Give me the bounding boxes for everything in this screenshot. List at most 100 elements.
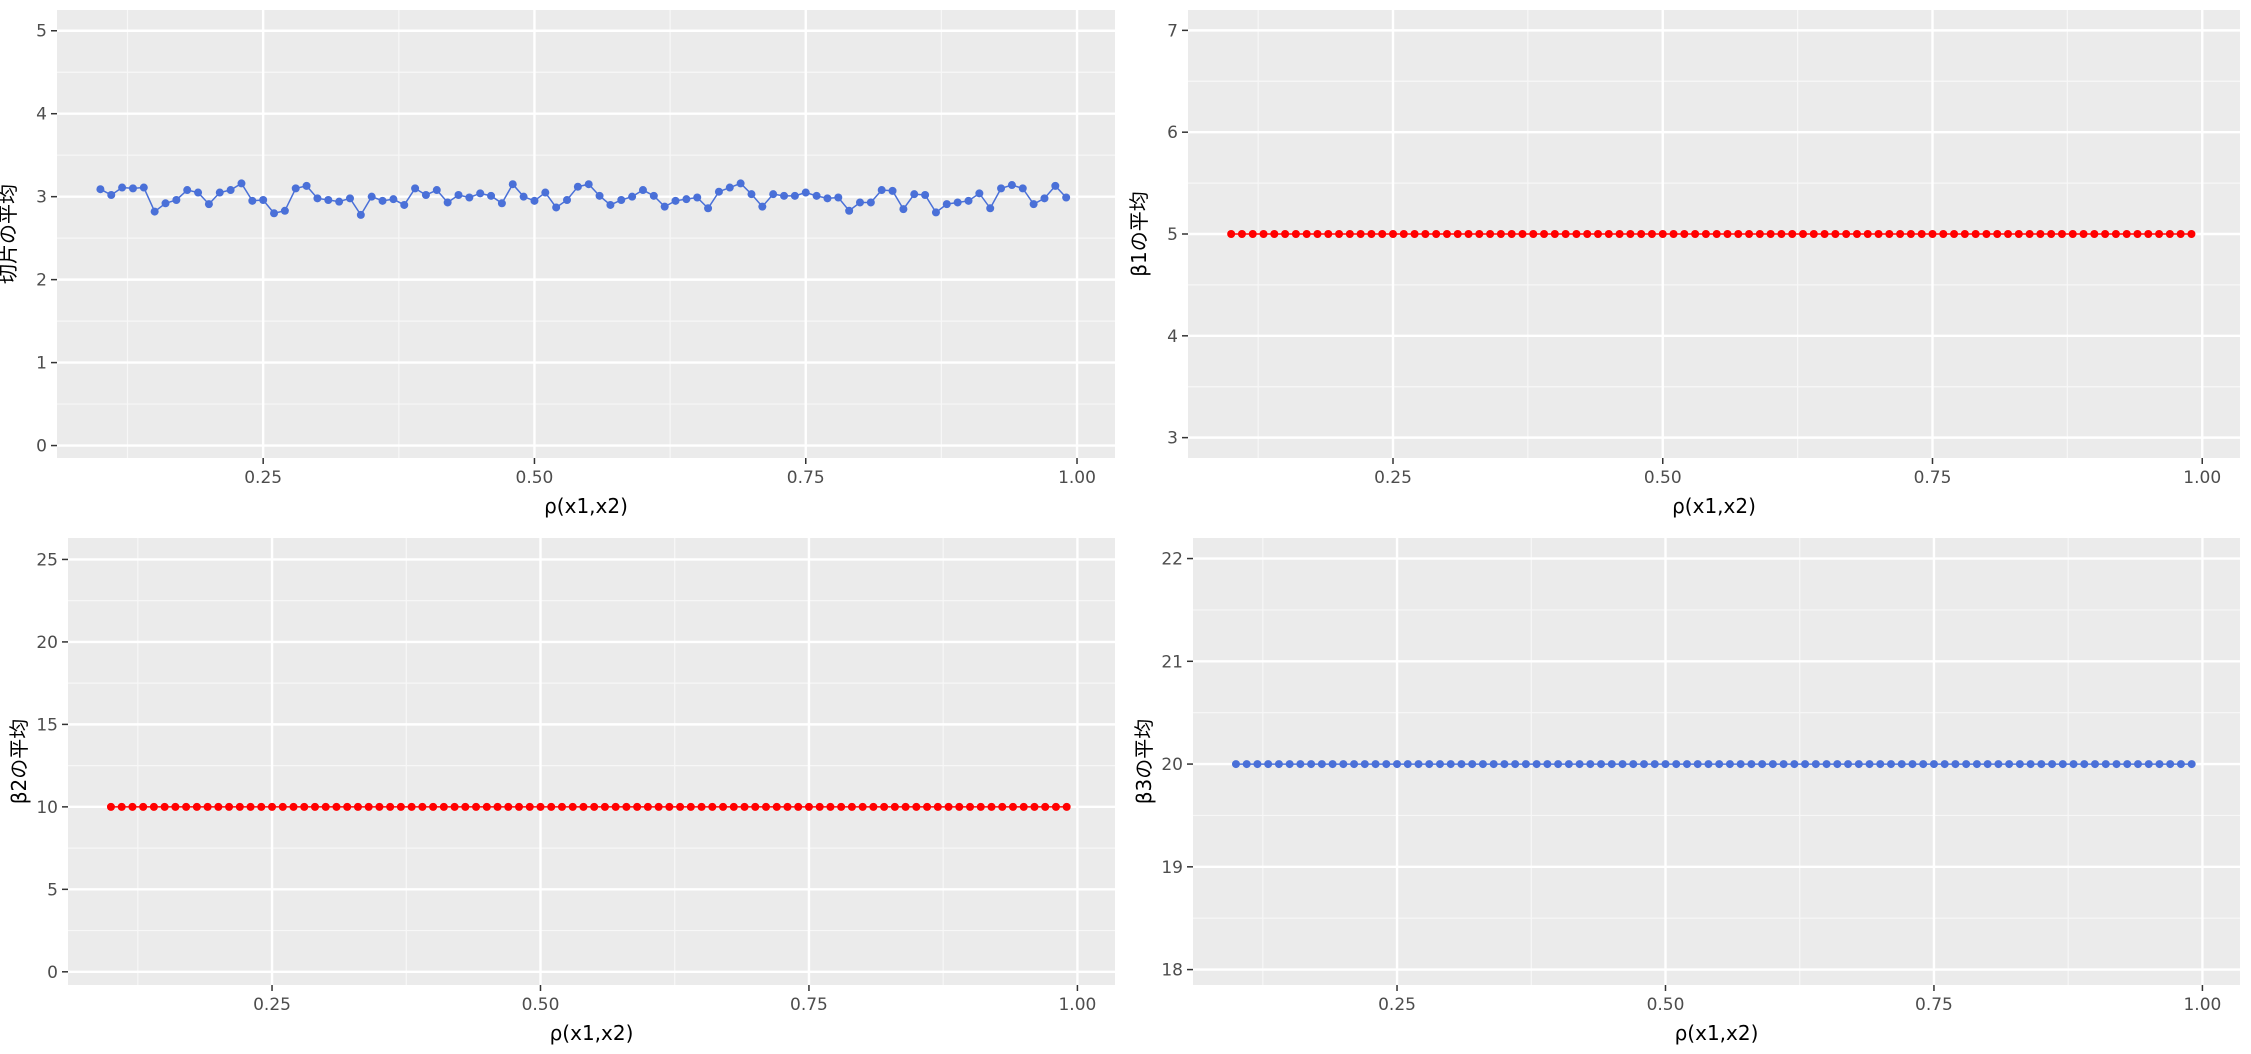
data-point [1691, 230, 1700, 238]
data-point [1030, 802, 1039, 811]
data-point [2155, 760, 2164, 769]
data-point [557, 802, 566, 811]
data-point [1529, 230, 1538, 238]
data-point [225, 802, 234, 811]
data-point [1371, 760, 1380, 769]
data-point [378, 196, 387, 205]
chart-panel-4: 0.25 0.50 0.75 1.00 18 19 20 21 22 ρ(x1,x2) β3の平均 [1132, 538, 2240, 1045]
data-point [1248, 230, 1257, 238]
data-point [450, 802, 459, 811]
x-tick-label: 1.00 [2183, 468, 2221, 488]
chart-panel-1: 0.25 0.50 0.75 1.00 0 1 2 3 4 5 ρ(x1,x2) 切片の平均 [0, 10, 1115, 518]
data-point [826, 802, 835, 811]
data-point [2058, 760, 2067, 769]
data-point [1421, 230, 1430, 238]
data-point [1302, 230, 1311, 238]
data-point [1051, 181, 1060, 190]
x-axis-title: ρ(x1,x2) [544, 494, 628, 518]
data-point [1994, 760, 2003, 769]
data-point [237, 179, 246, 188]
data-point [579, 802, 588, 811]
data-point [1583, 230, 1592, 238]
data-point [2144, 760, 2153, 769]
data-point [1779, 760, 1788, 769]
data-point [1237, 230, 1246, 238]
data-point [628, 192, 637, 201]
y-tick-label: 3 [36, 188, 47, 208]
data-point [1887, 760, 1895, 769]
data-point [1626, 230, 1635, 238]
data-point [1518, 230, 1527, 238]
y-tick-label: 5 [36, 22, 47, 42]
data-point [1270, 230, 1279, 238]
data-point [1876, 760, 1885, 769]
data-point [1701, 230, 1710, 238]
data-point [622, 802, 631, 811]
data-point [1393, 760, 1402, 769]
data-point [1446, 760, 1455, 769]
data-point [823, 194, 832, 203]
data-point [1511, 760, 1520, 769]
data-point [1993, 230, 2002, 238]
data-point [171, 802, 180, 811]
data-point [1432, 230, 1441, 238]
data-point [804, 802, 813, 811]
data-point [150, 207, 159, 216]
data-point [1863, 230, 1872, 238]
x-tick-label: 1.00 [1058, 995, 1096, 1015]
data-point [2036, 230, 2045, 238]
data-point [1604, 230, 1613, 238]
data-point [1356, 230, 1365, 238]
data-point [1425, 760, 1434, 769]
data-point [1475, 230, 1484, 238]
data-point [682, 195, 691, 204]
data-point [1532, 760, 1541, 769]
data-point [780, 191, 789, 200]
data-point [1051, 802, 1060, 811]
y-tick-label: 5 [1167, 225, 1178, 245]
data-point [986, 204, 995, 213]
data-point [1640, 760, 1649, 769]
data-point [182, 802, 191, 811]
data-point [1382, 760, 1391, 769]
data-point [519, 192, 528, 201]
data-point [2004, 230, 2013, 238]
data-point [1500, 760, 1509, 769]
data-point [128, 184, 137, 193]
y-tick-label: 20 [36, 633, 58, 653]
data-point [107, 191, 116, 200]
data-point [1672, 760, 1681, 769]
data-point [194, 188, 203, 197]
data-point [1919, 760, 1928, 769]
data-point [704, 204, 713, 213]
data-point [1906, 230, 1915, 238]
data-point [1939, 230, 1948, 238]
data-point [834, 193, 843, 202]
data-point [1307, 760, 1316, 769]
data-point [794, 802, 803, 811]
data-point [1852, 230, 1861, 238]
y-tick-label: 20 [1161, 755, 1183, 775]
data-point [300, 802, 309, 811]
y-tick-label: 0 [47, 963, 58, 983]
data-point [2144, 230, 2153, 238]
data-point [801, 188, 810, 197]
data-point [1725, 760, 1734, 769]
data-point [472, 802, 481, 811]
data-point [476, 189, 485, 198]
data-point [367, 192, 376, 201]
data-point [1486, 230, 1495, 238]
data-point [1682, 760, 1691, 769]
data-point [2047, 230, 2056, 238]
data-point [1854, 760, 1863, 769]
data-point [289, 802, 298, 811]
data-point [1908, 760, 1917, 769]
data-point [1801, 760, 1810, 769]
data-point [1403, 760, 1412, 769]
data-point [2101, 230, 2110, 238]
data-point [389, 195, 398, 204]
data-point [1971, 230, 1980, 238]
data-point [1650, 760, 1659, 769]
data-point [638, 186, 647, 195]
data-point [1790, 760, 1799, 769]
